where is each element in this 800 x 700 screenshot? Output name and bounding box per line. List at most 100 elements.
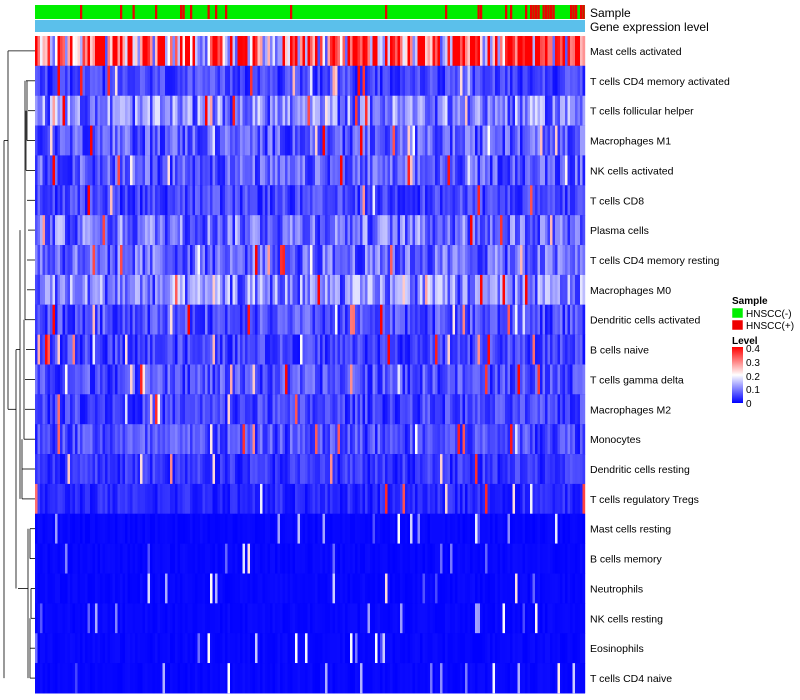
- heatmap-cell: [560, 245, 563, 276]
- heatmap-cell: [395, 543, 398, 574]
- heatmap-cell: [115, 334, 118, 365]
- heatmap-cell: [250, 155, 253, 186]
- heatmap-cell: [242, 394, 246, 425]
- heatmap-cell: [577, 95, 581, 126]
- heatmap-cell: [112, 215, 116, 246]
- heatmap-cell: [332, 36, 336, 67]
- heatmap-cell: [522, 633, 526, 664]
- heatmap-cell: [405, 334, 408, 365]
- heatmap-cell: [350, 454, 353, 485]
- heatmap-cell: [417, 274, 421, 306]
- heatmap-cell: [432, 603, 436, 634]
- heatmap-cell: [322, 125, 326, 156]
- heatmap-cell: [87, 543, 91, 574]
- heatmap-cell: [35, 663, 38, 694]
- heatmap-cell: [460, 334, 463, 365]
- heatmap-cell: [152, 185, 156, 216]
- heatmap-cell: [467, 663, 471, 694]
- heatmap-cell: [357, 304, 361, 335]
- heatmap-cell: [405, 513, 408, 544]
- heatmap-cell: [362, 274, 366, 306]
- heatmap-cell: [275, 125, 278, 156]
- heatmap-cell: [325, 185, 328, 216]
- heatmap-cell: [432, 304, 436, 335]
- heatmap-cell: [240, 454, 243, 485]
- heatmap-cell: [45, 274, 48, 306]
- heatmap-cell: [370, 125, 373, 156]
- heatmap-cell: [472, 573, 476, 604]
- heatmap-cell: [132, 454, 136, 485]
- heatmap-cell: [550, 364, 553, 395]
- heatmap-cell: [195, 424, 198, 455]
- heatmap-cell: [200, 65, 203, 97]
- heatmap-cell: [40, 424, 43, 455]
- heatmap-cell: [142, 245, 146, 276]
- heatmap-cell: [480, 513, 483, 544]
- heatmap-cell: [417, 543, 421, 574]
- heatmap-cell: [197, 304, 201, 335]
- heatmap-cell: [580, 513, 583, 544]
- heatmap-cell: [447, 334, 451, 365]
- heatmap-cell: [260, 245, 263, 276]
- heatmap-cell: [332, 663, 336, 694]
- heatmap-cell: [407, 513, 411, 544]
- heatmap-cell: [460, 364, 463, 395]
- heatmap-cell: [265, 65, 268, 97]
- heatmap-cell: [195, 65, 198, 97]
- heatmap-cell: [290, 543, 293, 574]
- heatmap-cell: [397, 603, 401, 634]
- heatmap-cell: [490, 603, 493, 634]
- heatmap-cell: [337, 304, 341, 335]
- heatmap-cell: [445, 95, 448, 126]
- heatmap-cell: [257, 274, 261, 306]
- heatmap-cell: [55, 245, 58, 276]
- heatmap-cell: [495, 394, 498, 425]
- heatmap-cell: [265, 304, 268, 335]
- heatmap-cell: [362, 513, 366, 544]
- heatmap-cell: [342, 274, 346, 306]
- heatmap-cell: [165, 454, 168, 485]
- heatmap-cell: [305, 65, 308, 97]
- heatmap-cell: [570, 185, 573, 216]
- heatmap-cell: [435, 65, 438, 97]
- heatmap-cell: [55, 454, 58, 485]
- heatmap-cell: [57, 36, 61, 67]
- heatmap-cell: [527, 603, 531, 634]
- heatmap-cell: [175, 603, 178, 634]
- heatmap-cell: [202, 36, 206, 67]
- heatmap-cell: [282, 274, 286, 306]
- heatmap-cell: [100, 483, 103, 515]
- heatmap-cell: [197, 663, 201, 694]
- heatmap-cell: [495, 245, 498, 276]
- heatmap-cell: [327, 65, 331, 97]
- heatmap-cell: [307, 394, 311, 425]
- heatmap-cell: [117, 245, 121, 276]
- heatmap-cell: [282, 663, 286, 694]
- heatmap-cell: [110, 65, 113, 97]
- heatmap-cell: [175, 125, 178, 156]
- heatmap-cell: [257, 573, 261, 604]
- heatmap-cell: [402, 215, 406, 246]
- heatmap-cell: [147, 663, 151, 694]
- heatmap-cell: [527, 304, 531, 335]
- heatmap-cell: [465, 155, 468, 186]
- heatmap-cell: [35, 245, 38, 276]
- heatmap-cell: [145, 304, 148, 335]
- heatmap-cell: [115, 65, 118, 97]
- heatmap-cell: [500, 454, 503, 485]
- heatmap-cell: [410, 603, 413, 634]
- heatmap-cell: [382, 663, 386, 694]
- heatmap-cell: [302, 274, 306, 306]
- heatmap-cell: [185, 334, 188, 365]
- heatmap-cell: [477, 155, 481, 186]
- heatmap-cell: [87, 185, 91, 216]
- heatmap-cell: [572, 125, 576, 156]
- heatmap-cell: [405, 454, 408, 485]
- heatmap-cell: [125, 95, 128, 126]
- heatmap-cell: [82, 185, 86, 216]
- heatmap-cell: [520, 483, 523, 515]
- heatmap-cell: [247, 155, 251, 186]
- heatmap-cell: [462, 65, 466, 97]
- heatmap-cell: [270, 394, 273, 425]
- heatmap-cell: [420, 364, 423, 395]
